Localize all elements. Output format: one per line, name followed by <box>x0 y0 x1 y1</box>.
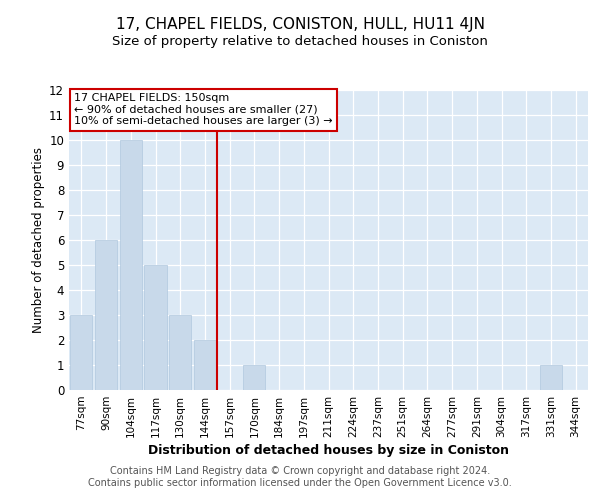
Bar <box>194 340 216 390</box>
Text: Size of property relative to detached houses in Coniston: Size of property relative to detached ho… <box>112 35 488 48</box>
X-axis label: Distribution of detached houses by size in Coniston: Distribution of detached houses by size … <box>148 444 509 457</box>
Bar <box>145 265 167 390</box>
Text: Contains HM Land Registry data © Crown copyright and database right 2024.: Contains HM Land Registry data © Crown c… <box>110 466 490 476</box>
Bar <box>95 240 117 390</box>
Text: Contains public sector information licensed under the Open Government Licence v3: Contains public sector information licen… <box>88 478 512 488</box>
Bar <box>540 365 562 390</box>
Text: 17, CHAPEL FIELDS, CONISTON, HULL, HU11 4JN: 17, CHAPEL FIELDS, CONISTON, HULL, HU11 … <box>115 18 485 32</box>
Text: 17 CHAPEL FIELDS: 150sqm
← 90% of detached houses are smaller (27)
10% of semi-d: 17 CHAPEL FIELDS: 150sqm ← 90% of detach… <box>74 93 333 126</box>
Bar <box>243 365 265 390</box>
Bar <box>119 140 142 390</box>
Bar <box>169 315 191 390</box>
Bar <box>70 315 92 390</box>
Y-axis label: Number of detached properties: Number of detached properties <box>32 147 45 333</box>
